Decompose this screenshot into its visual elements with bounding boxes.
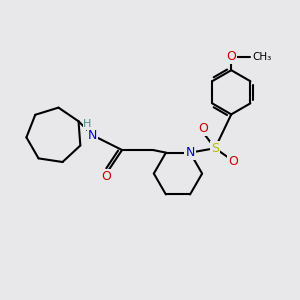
Text: H: H bbox=[83, 119, 92, 129]
Text: N: N bbox=[185, 146, 195, 159]
Text: O: O bbox=[226, 50, 236, 64]
Text: O: O bbox=[198, 122, 208, 135]
Text: O: O bbox=[228, 155, 238, 168]
Text: S: S bbox=[211, 142, 219, 155]
Text: CH₃: CH₃ bbox=[253, 52, 272, 62]
Text: N: N bbox=[88, 129, 97, 142]
Text: O: O bbox=[101, 170, 111, 183]
